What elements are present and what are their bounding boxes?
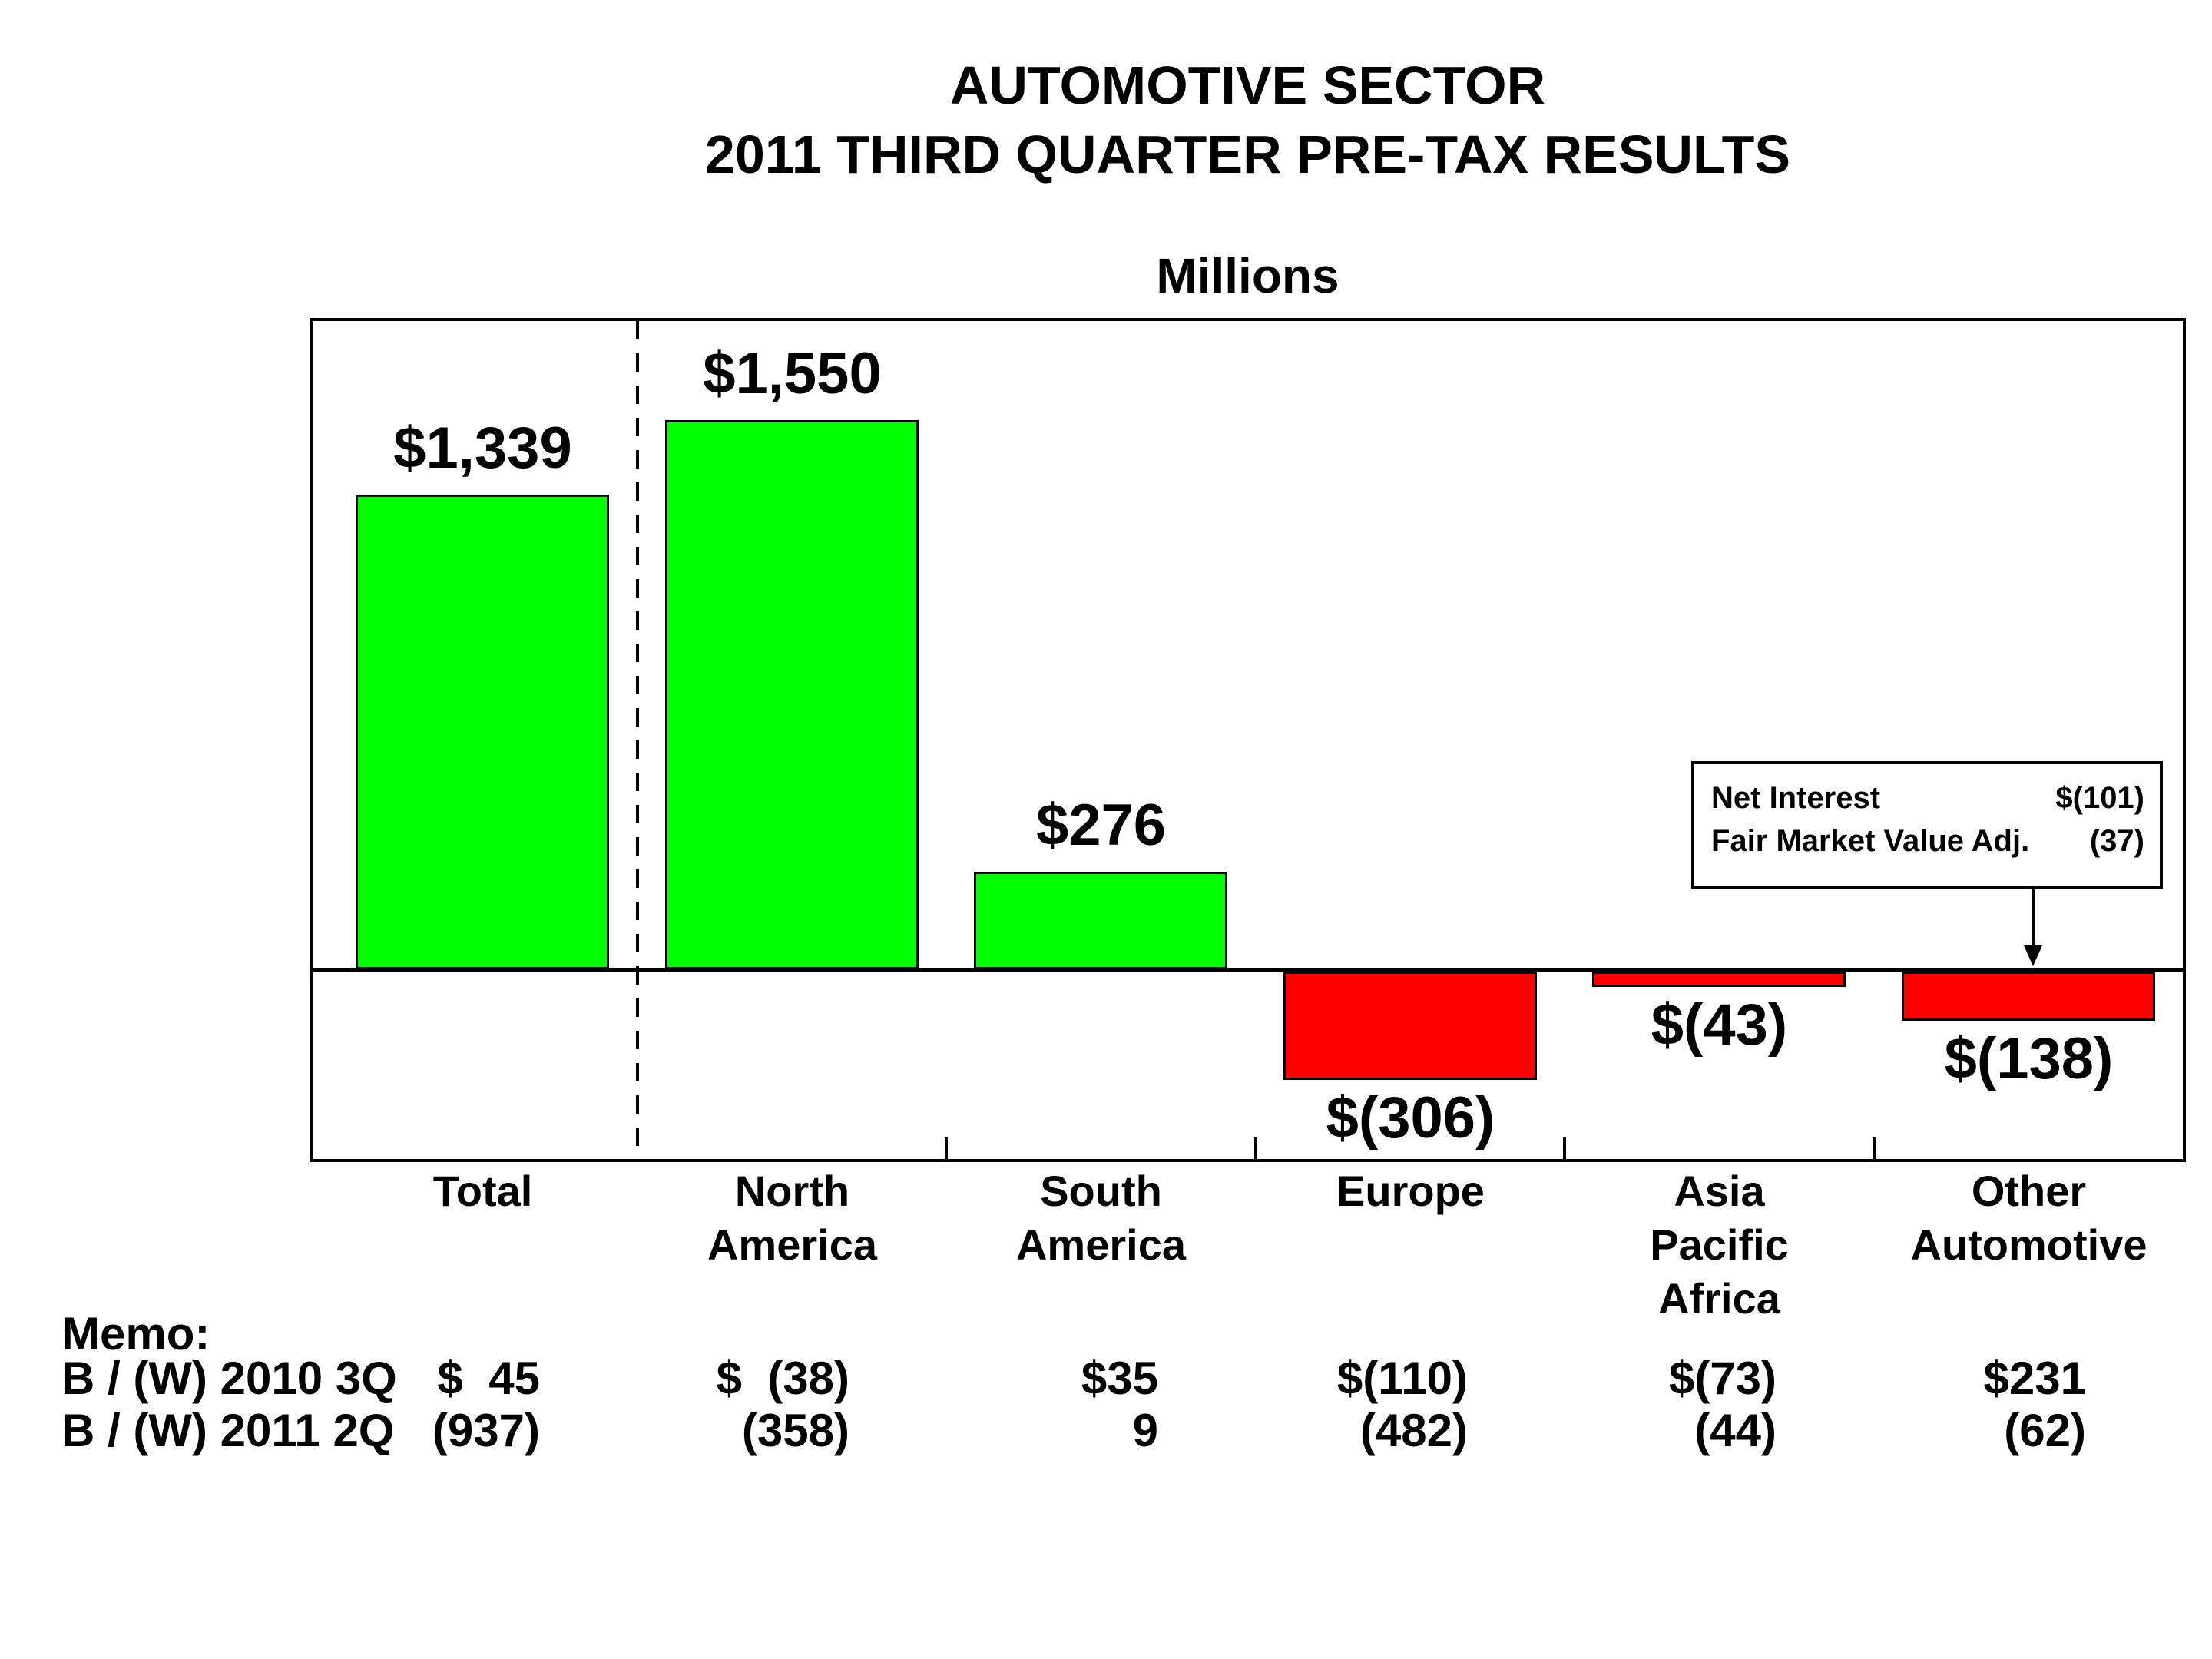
chart-title-line2: 2011 THIRD QUARTER PRE-TAX RESULTS	[704, 124, 1791, 184]
memo-value-north-america-0: $ (38)	[716, 1353, 849, 1404]
memo-value-total-0: $ 45	[437, 1353, 540, 1404]
memo-value-europe-1: (482)	[1359, 1405, 1468, 1456]
bar-asia-pacific-africa	[1592, 972, 1846, 987]
memo-value-total-1: (937)	[432, 1405, 540, 1456]
memo-value-other-automotive-0: $231	[1983, 1353, 2086, 1404]
chart-title-line1: AUTOMOTIVE SECTOR	[949, 55, 1546, 115]
bar-total	[356, 495, 609, 969]
memo-value-south-america-1: 9	[1132, 1405, 1158, 1456]
bar-north-america	[665, 420, 919, 969]
category-label-line: Automotive	[1910, 1220, 2147, 1269]
category-label-total: Total	[328, 1164, 637, 1218]
annotation-label: Fair Market Value Adj.	[1711, 824, 2030, 858]
bar-value-label-other-automotive: $(138)	[1944, 1026, 2114, 1091]
bar-other-automotive	[1902, 972, 2155, 1021]
memo-value-europe-0: $(110)	[1336, 1353, 1468, 1404]
memo-value-asia-pacific-africa-0: $(73)	[1668, 1353, 1777, 1404]
bar-value-label-total: $1,339	[393, 416, 572, 481]
chart-title: AUTOMOTIVE SECTOR 2011 THIRD QUARTER PRE…	[310, 51, 2186, 189]
bar-value-label-asia-pacific-africa: $(43)	[1651, 992, 1788, 1058]
chart-plot-area: $1,339 $1,550 $276 $(306) $(43) $(138)	[310, 318, 2186, 1162]
bar-south-america	[974, 872, 1227, 969]
category-label-line: Total	[432, 1167, 533, 1215]
category-label-line: America	[1015, 1220, 1187, 1269]
annotation-value: (37)	[2089, 824, 2144, 858]
axis-tick	[1563, 1137, 1566, 1159]
memo-value-asia-pacific-africa-1: (44)	[1694, 1405, 1777, 1456]
axis-unit-label: Millions	[1156, 248, 1339, 303]
category-label-line: South	[1040, 1167, 1162, 1215]
category-label-line: Europe	[1336, 1167, 1485, 1215]
category-label-line: Asia	[1674, 1167, 1765, 1215]
bar-europe	[1283, 972, 1537, 1080]
category-label-asia-pacific-africa: Asia Pacific Africa	[1565, 1164, 1874, 1326]
zero-axis-line	[313, 968, 2183, 972]
bar-value-label-south-america: $276	[1035, 793, 1167, 858]
annotation-box: Net Interest $(101) Fair Market Value Ad…	[1691, 761, 2163, 889]
memo-value-north-america-1: (358)	[741, 1405, 849, 1456]
annotation-row-net-interest: Net Interest $(101)	[1711, 777, 2144, 820]
annotation-label: Net Interest	[1711, 781, 1881, 815]
category-label-line: North	[734, 1167, 850, 1215]
category-label-europe: Europe	[1256, 1164, 1565, 1218]
axis-tick	[945, 1137, 948, 1159]
category-label-line: America	[707, 1220, 878, 1269]
bar-value-label-north-america: $1,550	[703, 341, 882, 406]
category-label-line: Pacific	[1650, 1220, 1789, 1269]
annotation-arrow	[2024, 889, 2042, 966]
memo-value-other-automotive-1: (62)	[2004, 1405, 2086, 1456]
axis-tick	[1873, 1137, 1876, 1159]
category-label-south-america: South America	[946, 1164, 1256, 1272]
axis-tick	[1254, 1137, 1257, 1159]
total-separator-dashed-line	[636, 321, 639, 1159]
category-label-line: Africa	[1658, 1274, 1780, 1323]
memo-value-south-america-0: $35	[1081, 1353, 1158, 1404]
annotation-row-fair-market-value: Fair Market Value Adj. (37)	[1711, 820, 2144, 863]
memo-heading: Memo:	[61, 1308, 210, 1359]
category-label-line: Other	[1971, 1167, 2087, 1215]
memo-row-label-1: B / (W) 2011 2Q	[61, 1405, 395, 1456]
category-label-north-america: North America	[637, 1164, 947, 1272]
category-label-other-automotive: Other Automotive	[1874, 1164, 2184, 1272]
annotation-value: $(101)	[2055, 781, 2144, 815]
bar-value-label-europe: $(306)	[1326, 1085, 1495, 1151]
memo-row-label-0: B / (W) 2010 3Q	[61, 1353, 397, 1404]
